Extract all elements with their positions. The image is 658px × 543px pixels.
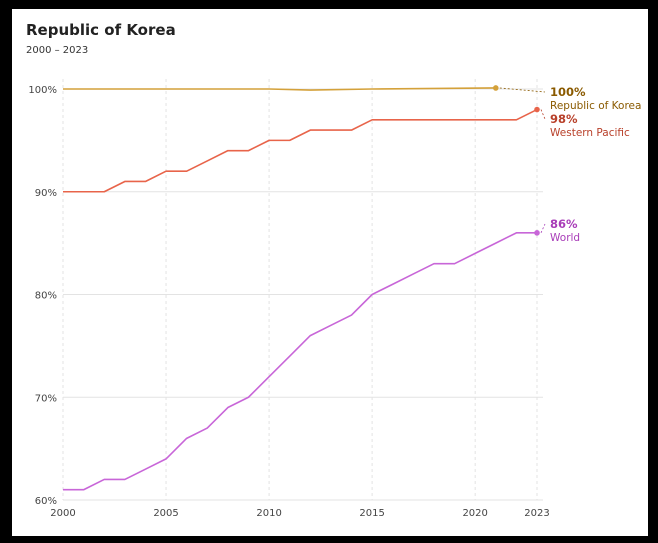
end-label-connector-western-pacific xyxy=(540,109,546,120)
y-tick-label-70: 70% xyxy=(35,393,57,404)
end-value-label-western-pacific: 98% xyxy=(550,112,578,126)
end-label-connector-world xyxy=(540,223,546,234)
y-tick-label-60: 60% xyxy=(35,496,57,507)
chart-subtitle: 2000 – 2023 xyxy=(26,45,89,56)
end-value-label-republic-of-korea: 100% xyxy=(550,85,586,99)
chart-panel: Republic of Korea 2000 – 2023 60% 70% 80% 9… xyxy=(12,9,648,536)
data-point-western-pacific-2023 xyxy=(534,106,540,113)
y-tick-label-100: 100% xyxy=(28,85,57,96)
x-tick-label-2015: 2015 xyxy=(359,508,384,519)
y-tick-label-80: 80% xyxy=(35,291,57,302)
series-line-world xyxy=(63,232,537,491)
y-tick-label-90: 90% xyxy=(35,188,57,199)
x-tick-label-2010: 2010 xyxy=(256,508,281,519)
series-line-republic-of-korea xyxy=(63,87,496,91)
data-point-republic-of-korea-2021 xyxy=(492,85,499,91)
series-label-world: World xyxy=(550,232,580,244)
series-label-republic-of-korea: Republic of Korea xyxy=(550,100,641,112)
end-label-connector-republic-of-korea xyxy=(499,87,546,93)
data-point-world-2023 xyxy=(534,230,540,236)
series-label-western-pacific: Western Pacific xyxy=(550,127,630,139)
chart-title: Republic of Korea xyxy=(26,21,176,39)
end-value-label-world: 86% xyxy=(550,217,578,231)
x-tick-label-2000: 2000 xyxy=(50,508,75,519)
line-chart: 60% 70% 80% 90% 100% 2000 2005 2010 2015 2020 2023… xyxy=(28,79,641,519)
x-tick-label-2023: 2023 xyxy=(524,508,549,519)
x-tick-label-2005: 2005 xyxy=(153,508,178,519)
series-line-western-pacific xyxy=(63,108,538,193)
x-tick-label-2020: 2020 xyxy=(462,508,487,519)
